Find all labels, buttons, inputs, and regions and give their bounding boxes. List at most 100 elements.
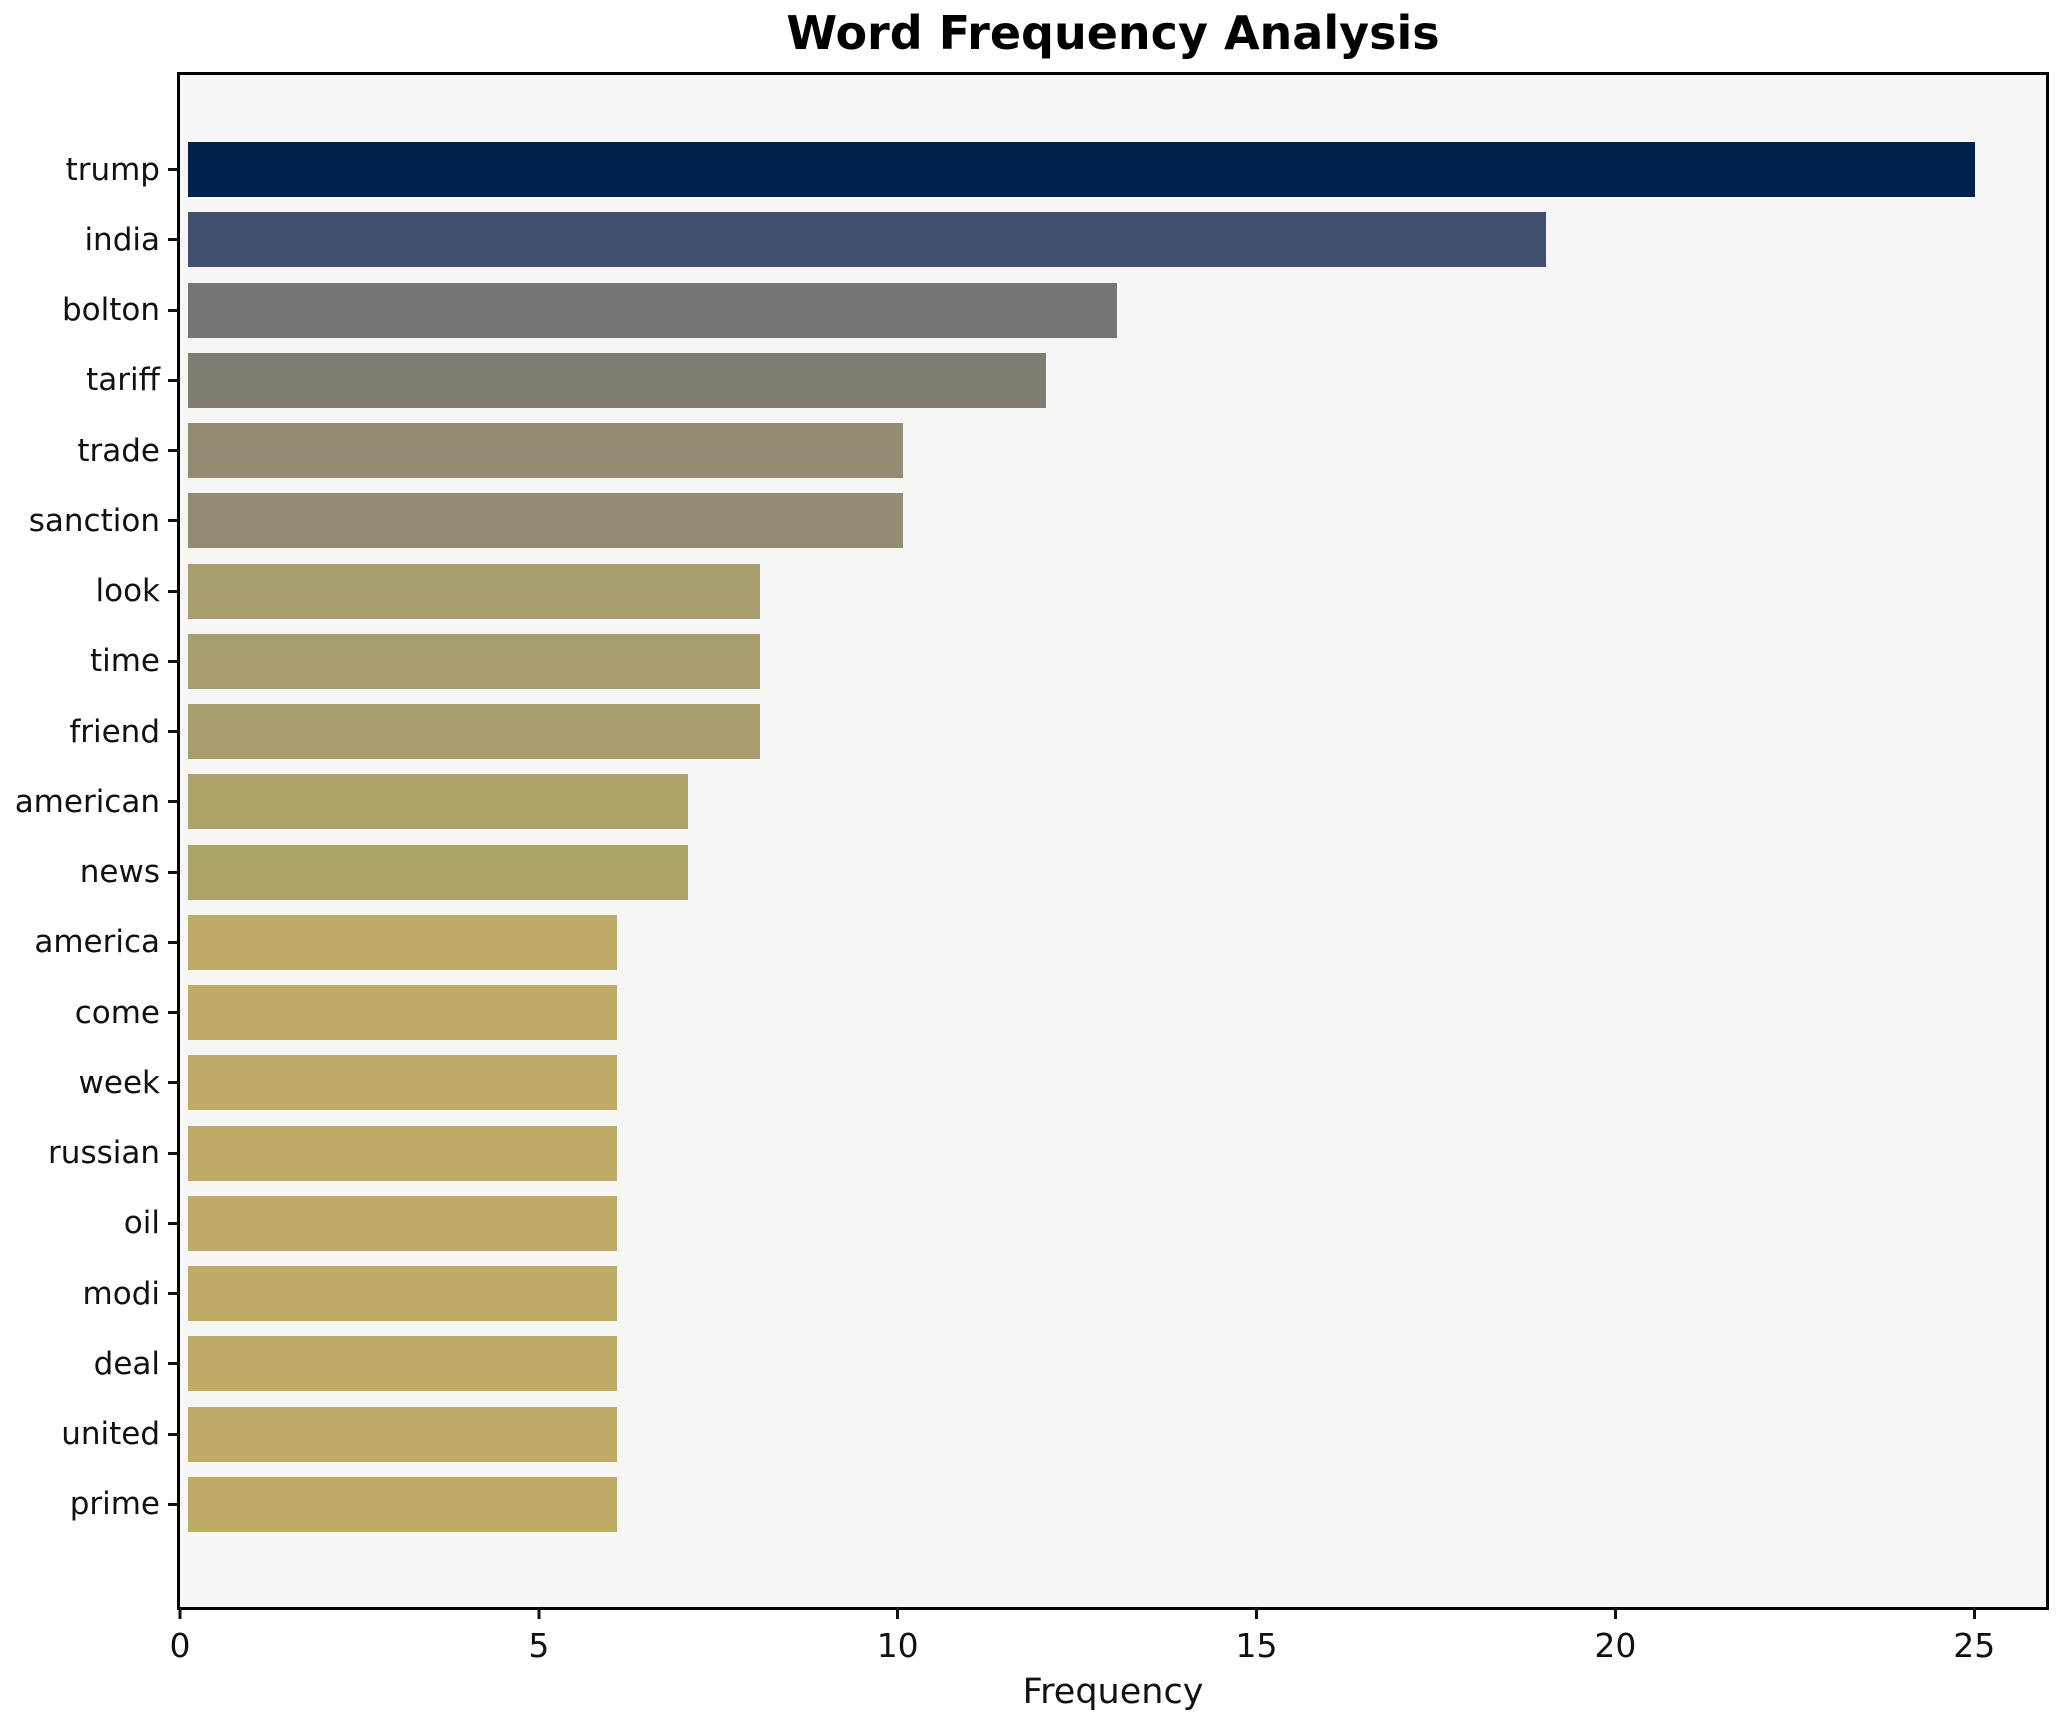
y-tick-label: look — [95, 573, 161, 609]
bar-row-russian: russian — [0, 1125, 2046, 1181]
bar-track — [188, 633, 2046, 689]
frequency-bar-time — [188, 633, 760, 689]
bar-row-week: week — [0, 1055, 2046, 1111]
frequency-bar-india — [188, 212, 1546, 268]
bar-row-american: american — [0, 774, 2046, 830]
y-tick-label: time — [89, 643, 160, 680]
bar-track — [188, 1406, 2046, 1462]
bar-row-come: come — [0, 985, 2046, 1040]
x-tick-15: 15 — [1236, 1607, 1278, 1665]
x-tick-mark — [178, 1607, 182, 1619]
x-tick-25: 25 — [1953, 1607, 1995, 1665]
bar-track — [188, 282, 2046, 338]
y-tick-mark — [168, 659, 179, 663]
y-tick-label: trade — [77, 432, 160, 469]
y-tick-mark — [168, 800, 179, 804]
x-tick-label: 10 — [876, 1626, 919, 1665]
bar-row-trump: trump — [0, 142, 2046, 197]
frequency-bar-trump — [188, 142, 1975, 197]
bar-track — [188, 1476, 2046, 1532]
bar-row-friend: friend — [0, 704, 2046, 759]
bar-track — [188, 844, 2046, 900]
bar-track — [188, 1266, 2046, 1321]
y-tick-label: prime — [69, 1486, 160, 1523]
bar-track — [188, 985, 2046, 1040]
bar-row-united: united — [0, 1406, 2046, 1462]
bar-rows-container: trump india bolton tariff trade sanction look t… — [0, 142, 2046, 1532]
y-tick-mark — [168, 1502, 179, 1506]
x-axis: 0 5 10 15 20 25 — [170, 1607, 2046, 1687]
x-tick-20: 20 — [1594, 1607, 1636, 1665]
frequency-bar-modi — [188, 1266, 617, 1321]
bar-row-tariff: tariff — [0, 352, 2046, 408]
frequency-bar-america — [188, 914, 617, 970]
x-tick-0: 0 — [170, 1607, 191, 1665]
bar-row-sanction: sanction — [0, 493, 2046, 549]
x-tick-mark — [896, 1607, 900, 1619]
bar-row-india: india — [0, 212, 2046, 268]
frequency-bar-sanction — [188, 493, 903, 549]
y-tick-mark — [168, 168, 179, 171]
y-tick-mark — [168, 1221, 179, 1225]
x-tick-mark — [537, 1607, 541, 1619]
bar-row-bolton: bolton — [0, 282, 2046, 338]
y-tick-label: week — [78, 1064, 160, 1101]
x-tick-mark — [1255, 1607, 1259, 1619]
bar-track — [188, 1055, 2046, 1111]
x-tick-mark — [1972, 1607, 1976, 1619]
bar-track — [188, 1336, 2046, 1392]
y-tick-label: deal — [93, 1345, 160, 1382]
y-tick-mark — [168, 1151, 179, 1155]
y-tick-label: friend — [69, 713, 160, 750]
y-tick-mark — [168, 589, 179, 593]
y-tick-label: india — [84, 221, 160, 258]
frequency-bar-deal — [188, 1336, 617, 1392]
bar-row-oil: oil — [0, 1195, 2046, 1251]
y-tick-mark — [168, 1011, 179, 1014]
bar-track — [188, 212, 2046, 268]
frequency-bar-prime — [188, 1476, 617, 1532]
y-tick-label: come — [74, 994, 160, 1031]
frequency-bar-united — [188, 1406, 617, 1462]
bar-track — [188, 1195, 2046, 1251]
y-tick-label: america — [34, 924, 160, 961]
y-tick-mark — [168, 940, 179, 944]
bar-track — [188, 352, 2046, 408]
bar-row-prime: prime — [0, 1476, 2046, 1532]
bar-track — [188, 774, 2046, 830]
frequency-bar-week — [188, 1055, 617, 1111]
y-tick-label: united — [61, 1416, 160, 1452]
y-tick-mark — [168, 1432, 179, 1436]
frequency-bar-news — [188, 844, 689, 900]
frequency-bar-tariff — [188, 352, 1046, 408]
y-tick-mark — [168, 449, 179, 452]
y-tick-label: trump — [65, 151, 160, 188]
x-tick-label: 5 — [528, 1626, 550, 1665]
y-tick-mark — [168, 1362, 179, 1366]
frequency-bar-friend — [188, 704, 760, 759]
x-tick-10: 10 — [877, 1607, 919, 1665]
x-tick-5: 5 — [528, 1607, 549, 1665]
y-tick-mark — [168, 308, 179, 312]
bar-track — [188, 704, 2046, 759]
x-axis-title: Frequency — [1022, 1672, 1204, 1712]
x-tick-label: 20 — [1594, 1626, 1637, 1665]
y-tick-mark — [168, 730, 179, 733]
x-tick-mark — [1613, 1607, 1617, 1619]
y-tick-mark — [168, 378, 179, 382]
frequency-bar-oil — [188, 1195, 617, 1251]
frequency-bar-look — [188, 563, 760, 619]
bar-track — [188, 914, 2046, 970]
y-tick-mark — [168, 1081, 179, 1085]
bar-row-deal: deal — [0, 1336, 2046, 1392]
x-tick-label: 25 — [1953, 1626, 1996, 1665]
y-tick-label: russian — [48, 1135, 160, 1171]
frequency-bar-american — [188, 774, 689, 830]
bar-row-america: america — [0, 914, 2046, 970]
bar-row-trade: trade — [0, 423, 2046, 478]
y-tick-label: sanction — [28, 502, 160, 539]
bar-track — [188, 1125, 2046, 1181]
frequency-bar-bolton — [188, 282, 1117, 338]
frequency-bar-russian — [188, 1125, 617, 1181]
